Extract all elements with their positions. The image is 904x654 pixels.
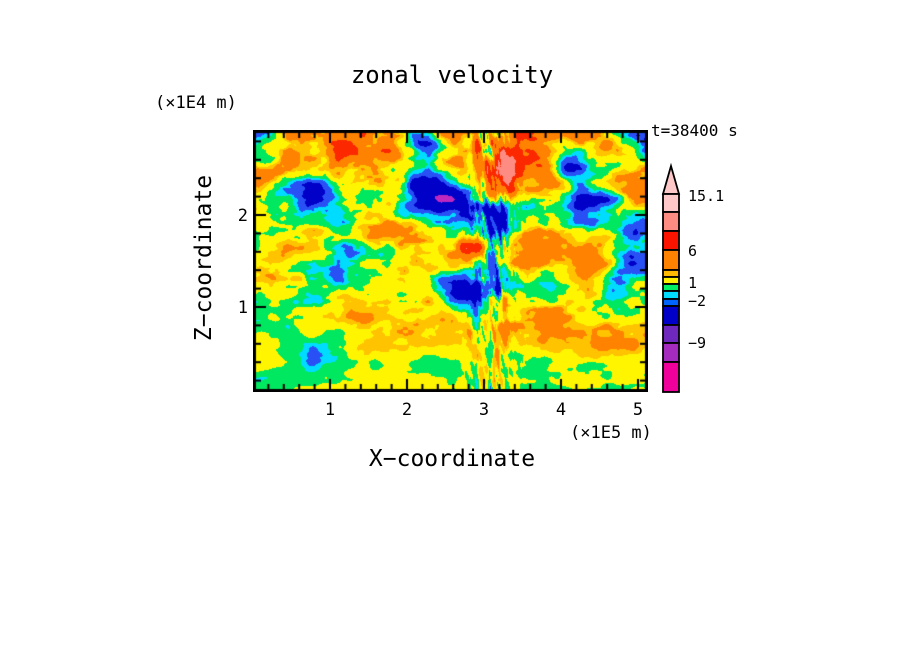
colorbar-segment-9 (662, 305, 680, 326)
chart-title: zonal velocity (350, 61, 554, 89)
colorbar-segment-6 (662, 283, 680, 292)
colorbar-segment-3 (662, 249, 680, 271)
colorbar-segment-10 (662, 324, 680, 344)
colorbar-segment-0 (662, 193, 680, 213)
colorbar-segment-8 (662, 298, 680, 307)
x-tick-label-1: 1 (324, 400, 336, 420)
z-tick-label-1: 1 (237, 298, 248, 318)
z-tick-label-2: 2 (237, 206, 248, 226)
colorbar-label: 6 (688, 242, 698, 260)
colorbar-segment-2 (662, 230, 680, 251)
colorbar-label: 15.1 (688, 187, 725, 205)
colorbar-label: −2 (688, 292, 707, 310)
colorbar-label: 1 (688, 274, 698, 292)
x-tick-label-5: 5 (632, 400, 644, 420)
x-tick-label-3: 3 (478, 400, 490, 420)
colorbar-segment-11 (662, 342, 680, 363)
colorbar-segment-12 (662, 361, 680, 393)
x-axis-label: X−coordinate (368, 446, 536, 472)
colorbar-segment-5 (662, 276, 680, 285)
z-axis-unit-label: (×1E4 m) (155, 93, 237, 113)
x-axis-unit-label: (×1E5 m) (570, 423, 652, 443)
z-axis-label: Z−coordinate (191, 174, 217, 342)
colorbar-segment-7 (662, 290, 680, 300)
x-tick-label-2: 2 (401, 400, 413, 420)
contour-plot-canvas (253, 130, 648, 392)
colorbar-arrow-tip (661, 162, 681, 195)
x-tick-label-4: 4 (555, 400, 567, 420)
colorbar-segment-4 (662, 269, 680, 278)
colorbar-label: −9 (688, 334, 707, 352)
colorbar-segment-1 (662, 211, 680, 232)
time-annotation: t=38400 s (651, 121, 738, 140)
